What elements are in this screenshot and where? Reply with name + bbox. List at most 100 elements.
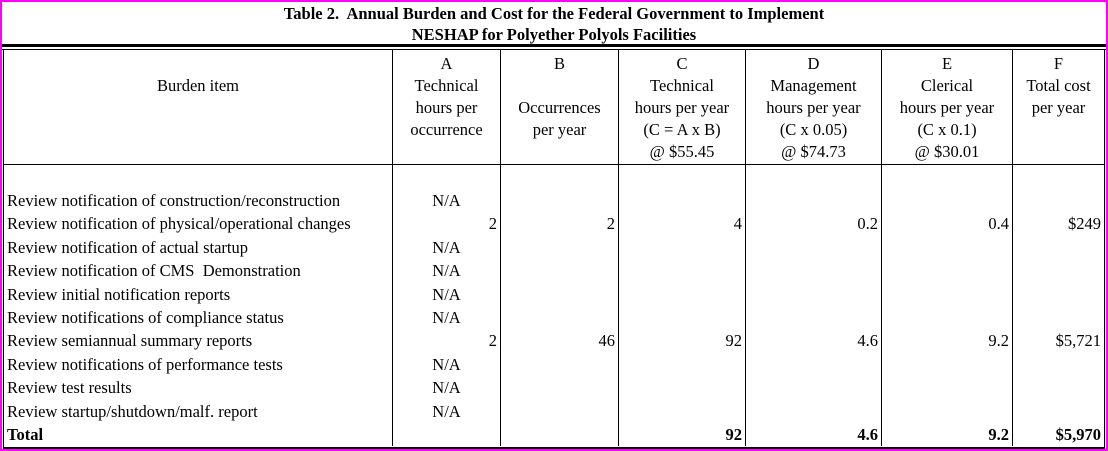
cell-C: 92 xyxy=(618,422,745,447)
column-header-C: C Technical hours per year (C = A x B) @ $55… xyxy=(618,50,745,164)
header-line: F xyxy=(1053,54,1064,73)
header-line: Clerical xyxy=(920,76,974,95)
cell-C xyxy=(618,376,745,400)
table-row: Review test results N/A xyxy=(4,376,1104,400)
cell-A: 2 xyxy=(392,329,500,353)
table-row: Review notifications of performance test… xyxy=(4,352,1104,377)
spacer-cell xyxy=(500,165,618,189)
table-row: Review semiannual summary reports 2 46 92 4.… xyxy=(4,329,1104,353)
cell-C xyxy=(618,305,745,330)
cell-A: N/A xyxy=(392,352,500,377)
header-line: @ $30.01 xyxy=(914,142,980,161)
total-row: Total 92 4.6 9.2 $5,970 xyxy=(4,422,1104,447)
cell-F: $5,721 xyxy=(1012,329,1104,353)
header-line: (C x 0.05) xyxy=(779,120,848,139)
header-line: (C = A x B) xyxy=(643,120,721,139)
cell-B: 46 xyxy=(500,329,618,353)
cell-B xyxy=(500,422,618,447)
burden-item-label: Review notifications of performance test… xyxy=(7,354,283,374)
burden-item-label: Total xyxy=(7,424,44,444)
header-line: Technical xyxy=(650,76,714,95)
header-line: per year xyxy=(532,120,587,139)
cell-F xyxy=(1012,189,1104,213)
spacer-cell xyxy=(1012,165,1104,189)
spacer-cell xyxy=(392,165,500,189)
cell-E xyxy=(881,376,1012,400)
cell-C xyxy=(618,189,745,213)
header-line: Management xyxy=(770,76,857,95)
table-row: Review notification of physical/operatio… xyxy=(4,212,1104,236)
header-line: Occurrences xyxy=(518,98,601,117)
spacer-row xyxy=(4,165,1104,189)
cell-B xyxy=(500,235,618,260)
cell-E xyxy=(881,352,1012,377)
cell-A: N/A xyxy=(392,235,500,260)
header-line: Total cost xyxy=(1026,76,1091,95)
cell-B xyxy=(500,259,618,283)
cell-D xyxy=(745,352,881,377)
cell-F xyxy=(1012,282,1104,306)
table-row: Review initial notification reports N/A xyxy=(4,282,1104,306)
cell-E xyxy=(881,235,1012,260)
header-line: hours per xyxy=(415,98,478,117)
table-title-line-2: NESHAP for Polyether Polyols Facilities xyxy=(411,25,697,44)
cell-A xyxy=(392,422,500,447)
cell-D xyxy=(745,259,881,283)
cell-E: 9.2 xyxy=(881,329,1012,353)
cell-E: 9.2 xyxy=(881,422,1012,447)
burden-item-label: Review test results xyxy=(7,378,132,398)
cell-B xyxy=(500,352,618,377)
header-line: A xyxy=(440,54,453,73)
table-row: Review notification of actual startup N/A xyxy=(4,235,1104,260)
header-line: E xyxy=(941,54,953,73)
cell-A: N/A xyxy=(392,376,500,400)
cell-F xyxy=(1012,352,1104,377)
cell-B xyxy=(500,399,618,423)
cell-B xyxy=(500,305,618,330)
cell-C xyxy=(618,282,745,306)
cell-D: 0.2 xyxy=(745,212,881,236)
header-line xyxy=(4,53,392,75)
burden-item-label: Review notification of construction/reco… xyxy=(7,191,341,210)
header-line: Burden item xyxy=(156,76,240,95)
burden-item-label: Review semiannual summary reports xyxy=(7,331,253,351)
cell-F xyxy=(1012,235,1104,260)
column-header-A: A Technical hours per occurrence xyxy=(392,50,500,164)
column-header-F: F Total cost per year xyxy=(1012,50,1104,164)
cell-A: N/A xyxy=(392,305,500,330)
table-row: Review notification of construction/reco… xyxy=(4,189,1104,213)
cell-F xyxy=(1012,259,1104,283)
cell-E xyxy=(881,259,1012,283)
cell-D xyxy=(745,235,881,260)
cell-B: 2 xyxy=(500,212,618,236)
cell-A: N/A xyxy=(392,189,500,213)
cell-E xyxy=(881,282,1012,306)
header-line: @ $55.45 xyxy=(649,142,715,161)
cell-E: 0.4 xyxy=(881,212,1012,236)
cell-F xyxy=(1012,305,1104,330)
cell-D xyxy=(745,282,881,306)
cell-D xyxy=(745,305,881,330)
cell-C xyxy=(618,352,745,377)
burden-item-label: Review notifications of compliance statu… xyxy=(7,307,284,327)
header-line: (C x 0.1) xyxy=(917,120,977,139)
cell-C: 4 xyxy=(618,212,745,236)
header-line: Technical xyxy=(414,76,479,95)
cell-C xyxy=(618,259,745,283)
column-header-B: B Occurrences per year xyxy=(500,50,618,164)
cell-A: N/A xyxy=(392,259,500,283)
cell-F: $249 xyxy=(1012,212,1104,236)
burden-cost-table: Burden item A Technical hours per occurrence… xyxy=(3,50,1105,449)
table-row: Review notification of CMS Demonstration… xyxy=(4,259,1104,283)
header-line: occurrence xyxy=(410,120,483,139)
cell-A: N/A xyxy=(392,399,500,423)
cell-C: 92 xyxy=(618,329,745,353)
cell-A: N/A xyxy=(392,282,500,306)
cell-C xyxy=(618,399,745,423)
cell-A: 2 xyxy=(392,212,500,236)
cell-F xyxy=(1012,399,1104,423)
table-row: Review notifications of compliance statu… xyxy=(4,305,1104,330)
burden-item-label: Review notification of physical/operatio… xyxy=(7,214,351,234)
header-line: C xyxy=(676,54,688,73)
burden-item-label: Review notification of actual startup xyxy=(7,237,249,257)
